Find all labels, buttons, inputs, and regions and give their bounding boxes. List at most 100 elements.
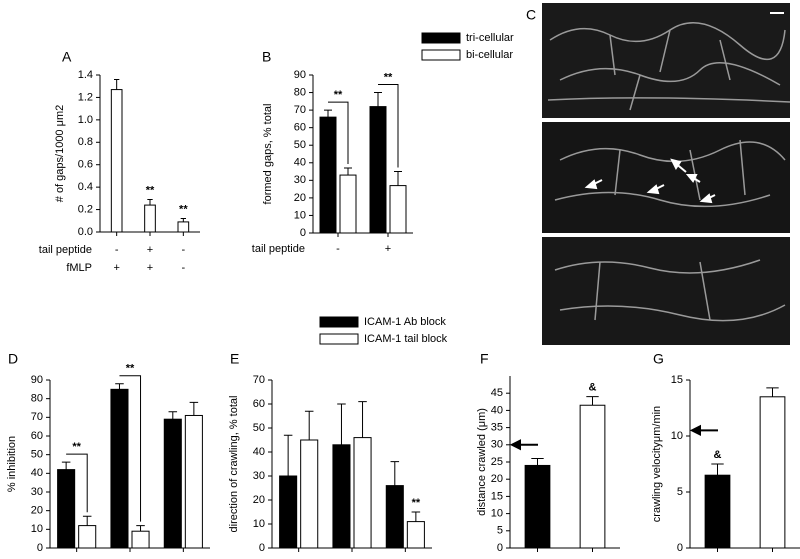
condition-value: + (147, 262, 153, 274)
y-tick-label: 70 (294, 104, 306, 116)
bar (163, 418, 182, 549)
cell-borders (547, 22, 791, 322)
y-tick-label: 50 (294, 139, 306, 151)
bar (110, 89, 123, 233)
panel-label: D (8, 351, 18, 367)
annotation: & (714, 449, 722, 461)
y-axis-label: formed gaps, % total (262, 104, 274, 205)
legend-label: tri-cellular (466, 32, 514, 44)
y-axis-label: distance crawled (μm) (476, 408, 488, 516)
error-bar (344, 167, 352, 176)
bar (184, 414, 203, 549)
significance-bracket (378, 84, 399, 168)
x-tick-label: parallel (281, 558, 316, 559)
condition-value: - (181, 244, 185, 256)
y-tick-label: 5 (677, 486, 683, 498)
bar (144, 204, 156, 233)
microscopy-panel: C (526, 3, 791, 345)
y-tick-label: 1.0 (78, 114, 93, 126)
x-tick-label: against (388, 558, 423, 559)
error-bar (766, 387, 779, 397)
significance-bracket (328, 101, 349, 165)
y-axis-label: direction of crawling, % total (228, 396, 240, 533)
micrograph (542, 122, 790, 233)
y-tick-label: 0.2 (78, 203, 93, 215)
y-tick-label: 30 (31, 486, 43, 498)
condition-value: + (147, 244, 153, 256)
y-tick-label: 10 (31, 523, 43, 535)
bar (57, 469, 76, 549)
significance-bracket (119, 375, 142, 522)
bar (524, 464, 551, 549)
error-bar (283, 434, 293, 476)
annotation: ** (412, 497, 421, 509)
y-tick-label: 50 (253, 422, 265, 434)
y-tick-label: 70 (253, 374, 265, 386)
bar (579, 404, 606, 549)
condition-label: tail peptide (39, 244, 92, 256)
y-tick-label: 1.4 (78, 69, 93, 81)
y-tick-label: 80 (294, 86, 306, 98)
x-tick-label: + (385, 243, 391, 255)
x-axis-label: tail peptide (252, 243, 305, 255)
y-tick-label: 30 (253, 470, 265, 482)
y-tick-label: 0.8 (78, 136, 93, 148)
y-tick-label: 60 (31, 430, 43, 442)
y-tick-label: 20 (294, 192, 306, 204)
error-bar (61, 461, 71, 470)
panel-label: B (262, 49, 271, 65)
annotation: ** (72, 441, 81, 453)
error-bar (531, 458, 544, 466)
y-tick-label: 0 (300, 227, 306, 239)
y-tick-label: 10 (491, 508, 503, 520)
bar (78, 525, 97, 549)
panel-label: A (62, 49, 72, 65)
bar (389, 185, 407, 234)
error-bar (168, 411, 178, 420)
y-tick-label: 45 (491, 387, 503, 399)
y-tick-label: 35 (491, 422, 503, 434)
bar (759, 396, 786, 549)
y-tick-label: 20 (31, 505, 43, 517)
annotation: ** (126, 363, 135, 375)
bar (131, 530, 150, 549)
bar (177, 221, 190, 233)
error-bar (711, 463, 724, 476)
y-tick-label: 40 (491, 404, 503, 416)
legend-swatch (319, 316, 359, 328)
bar (406, 521, 425, 549)
x-tick-label: crawling (110, 558, 150, 559)
error-bar (114, 78, 120, 90)
y-tick-label: 30 (294, 174, 306, 186)
y-tick-label: 10 (253, 518, 265, 530)
error-bar (189, 401, 199, 416)
y-tick-label: 20 (253, 494, 265, 506)
y-tick-label: 40 (31, 467, 43, 479)
condition-value: + (113, 262, 119, 274)
micrograph (542, 237, 790, 345)
y-axis-label: % inhibition (6, 436, 18, 492)
condition-label: fMLP (66, 262, 92, 274)
x-tick-label: adhesion (54, 558, 99, 559)
y-tick-label: 0.6 (78, 159, 93, 171)
error-bar (390, 461, 400, 486)
x-tick-label: perpend (332, 558, 372, 559)
y-tick-label: 90 (31, 374, 43, 386)
y-tick-label: 0 (497, 542, 503, 554)
significance-bracket (66, 453, 88, 513)
bar (319, 116, 337, 234)
legend-label: ICAM-1 tail block (364, 333, 448, 345)
annotation: ** (334, 89, 343, 101)
y-tick-label: 60 (253, 398, 265, 410)
annotation: ** (179, 203, 188, 215)
y-tick-label: 70 (31, 411, 43, 423)
annotation: ** (146, 184, 155, 196)
error-bar (374, 92, 382, 107)
y-tick-label: 0.4 (78, 181, 93, 193)
y-tick-label: 0 (37, 542, 43, 554)
bar (110, 388, 129, 549)
error-bar (586, 396, 599, 406)
x-tick-label: TEM (172, 558, 195, 559)
